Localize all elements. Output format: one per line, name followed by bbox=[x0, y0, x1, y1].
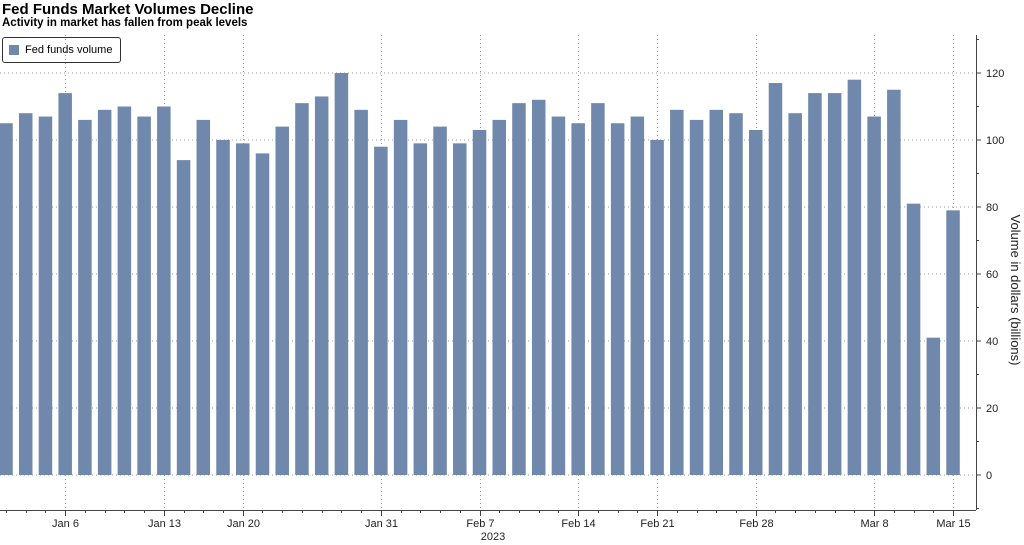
y-axis-label: Volume in dollars (billions) bbox=[1008, 214, 1023, 365]
bar bbox=[393, 119, 408, 476]
y-tick-label: 40 bbox=[986, 336, 998, 348]
bar bbox=[295, 103, 309, 476]
bar bbox=[18, 113, 33, 475]
y-tick-label: 20 bbox=[986, 403, 998, 415]
bar bbox=[551, 116, 566, 476]
bar bbox=[650, 140, 664, 475]
bar bbox=[472, 129, 487, 475]
bar bbox=[157, 106, 171, 475]
year-label: 2023 bbox=[481, 531, 505, 543]
bar bbox=[58, 93, 72, 475]
bar bbox=[709, 109, 724, 475]
bar bbox=[670, 109, 684, 475]
bar bbox=[827, 93, 842, 475]
chart-legend: Fed funds volume bbox=[2, 37, 122, 63]
bar bbox=[97, 109, 112, 475]
bar bbox=[847, 79, 862, 475]
bar bbox=[176, 160, 191, 475]
bar bbox=[610, 123, 625, 475]
legend-swatch bbox=[9, 45, 19, 55]
x-tick-label: Jan 6 bbox=[52, 518, 79, 530]
legend-label: Fed funds volume bbox=[25, 44, 113, 56]
bar bbox=[492, 119, 506, 476]
bar bbox=[729, 113, 743, 475]
x-tick-label: Mar 8 bbox=[860, 518, 888, 530]
bar bbox=[354, 109, 368, 475]
bar bbox=[946, 210, 960, 475]
chart-title: Fed Funds Market Volumes Decline bbox=[2, 1, 254, 18]
bar bbox=[374, 146, 388, 475]
bar bbox=[413, 143, 428, 475]
bar bbox=[236, 143, 250, 475]
bar bbox=[334, 73, 349, 475]
bar bbox=[78, 119, 92, 476]
bar bbox=[768, 83, 783, 476]
bar bbox=[571, 123, 585, 475]
bar bbox=[433, 126, 447, 475]
bar bbox=[748, 129, 763, 475]
bar bbox=[255, 153, 270, 475]
x-tick-label: Jan 31 bbox=[365, 518, 398, 530]
bar bbox=[137, 116, 151, 476]
bar bbox=[512, 103, 526, 476]
bar bbox=[906, 203, 921, 475]
bar bbox=[531, 99, 546, 476]
x-tick-label: Jan 13 bbox=[148, 518, 181, 530]
bar bbox=[788, 113, 802, 475]
x-tick-label: Jan 20 bbox=[227, 518, 260, 530]
y-tick-label: 120 bbox=[986, 68, 1004, 80]
bar bbox=[275, 126, 289, 475]
y-tick-label: 60 bbox=[986, 269, 998, 281]
bar bbox=[630, 116, 645, 476]
bar bbox=[38, 116, 53, 476]
y-tick-label: 80 bbox=[986, 202, 998, 214]
chart-subtitle: Activity in market has fallen from peak … bbox=[2, 17, 248, 29]
y-tick-label: 0 bbox=[986, 470, 992, 482]
y-tick-label: 100 bbox=[986, 135, 1004, 147]
bar bbox=[689, 119, 704, 476]
bar bbox=[926, 337, 941, 475]
bar bbox=[0, 123, 13, 475]
bar bbox=[216, 140, 230, 475]
x-tick-label: Feb 21 bbox=[640, 518, 674, 530]
bar bbox=[808, 93, 822, 475]
bar bbox=[314, 96, 329, 475]
bar bbox=[117, 106, 132, 475]
bar bbox=[453, 143, 467, 475]
bar bbox=[196, 119, 211, 476]
x-tick-label: Feb 28 bbox=[739, 518, 773, 530]
bar bbox=[887, 89, 901, 475]
bar bbox=[867, 116, 881, 476]
x-tick-label: Feb 14 bbox=[561, 518, 595, 530]
x-tick-label: Feb 7 bbox=[466, 518, 494, 530]
x-tick-label: Mar 15 bbox=[936, 518, 970, 530]
bar bbox=[591, 103, 605, 476]
